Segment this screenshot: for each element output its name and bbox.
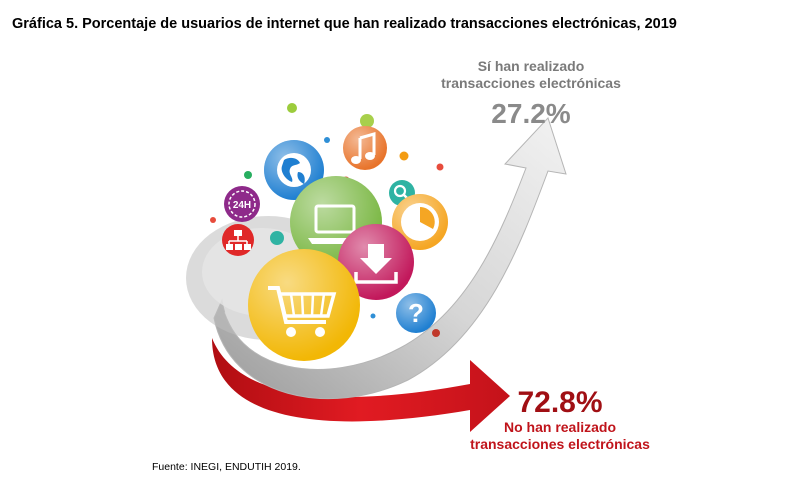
clock-icon bbox=[392, 194, 448, 250]
svg-text:24H: 24H bbox=[233, 200, 251, 211]
question-mark-icon: ? bbox=[396, 293, 436, 333]
24h-clock-icon: 24H bbox=[224, 186, 260, 222]
si-label-line-2: transacciones electrónicas bbox=[441, 75, 621, 91]
music-note-icon bbox=[343, 126, 387, 170]
page-title: Gráfica 5. Porcentaje de usuarios de int… bbox=[12, 16, 677, 32]
svg-text:?: ? bbox=[408, 298, 424, 328]
no-percentage-label: 72.8% bbox=[517, 386, 602, 419]
shopping-cart-icon bbox=[248, 249, 360, 361]
red-arrow bbox=[212, 338, 510, 432]
source-note: Fuente: INEGI, ENDUTIH 2019. bbox=[152, 461, 301, 473]
network-icon bbox=[222, 224, 254, 256]
no-label-line-1: No han realizado bbox=[504, 419, 616, 435]
si-percentage-label: 27.2% bbox=[491, 98, 570, 129]
download-icon bbox=[338, 224, 414, 300]
si-label-line-1: Sí han realizado bbox=[478, 58, 585, 74]
no-label-line-2: transacciones electrónicas bbox=[470, 436, 650, 452]
grey-arrow bbox=[213, 117, 567, 399]
